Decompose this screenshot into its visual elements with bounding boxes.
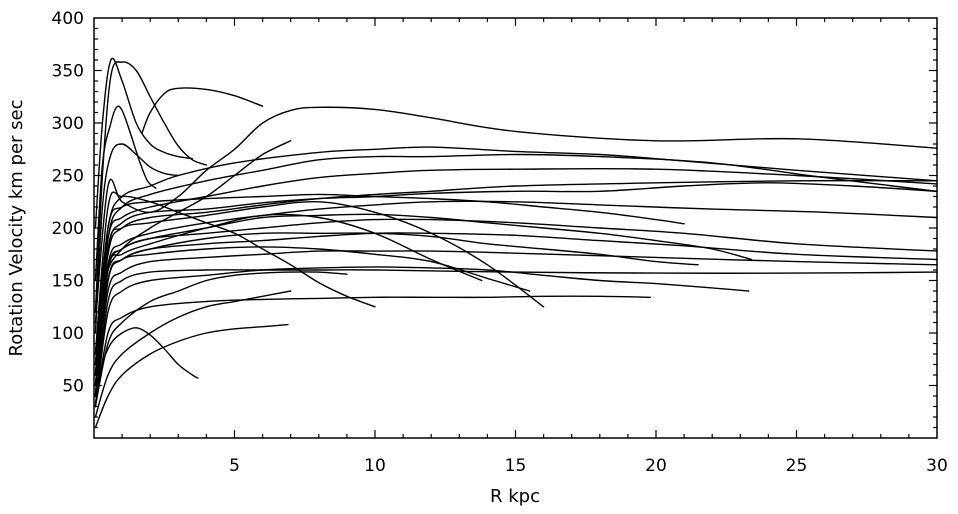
series-lines [94, 57, 938, 429]
x-tick-label: 25 [786, 456, 808, 476]
series-line-13 [94, 232, 938, 397]
series-line-2 [94, 105, 157, 282]
x-axis-title: R kpc [490, 486, 540, 507]
y-tick-label: 50 [62, 377, 84, 397]
x-tick-label: 20 [645, 456, 667, 476]
series-line-23 [94, 191, 376, 355]
series-line-29 [94, 57, 194, 229]
x-tick-label: 30 [926, 456, 948, 476]
y-tick-label: 150 [52, 272, 84, 292]
series-line-3 [141, 87, 264, 135]
series-line-26 [94, 323, 289, 429]
y-tick-label: 100 [52, 324, 84, 344]
y-tick-label: 350 [52, 62, 84, 82]
y-tick-label: 300 [52, 114, 84, 134]
series-line-28 [94, 271, 348, 408]
series-line-14 [94, 250, 938, 397]
x-tick-label: 10 [364, 456, 386, 476]
series-line-30 [94, 143, 179, 334]
x-tick-label: 15 [505, 456, 527, 476]
series-line-8 [94, 167, 938, 366]
series-line-11 [94, 200, 938, 387]
series-line-20 [94, 295, 652, 408]
y-tick-label: 400 [52, 9, 84, 29]
y-axis-title: Rotation Velocity km per sec [6, 100, 27, 357]
series-line-7 [94, 153, 938, 376]
x-tick-labels: 5 10 15 20 25 30 [229, 456, 948, 476]
series-line-16 [94, 193, 685, 366]
x-tick-label: 5 [229, 456, 240, 476]
series-line-10 [94, 182, 938, 376]
series-line-12 [94, 218, 938, 387]
series-line-19 [94, 266, 750, 408]
series-line-21 [94, 200, 545, 397]
series-line-17 [94, 213, 753, 397]
axis-ticks [94, 18, 937, 438]
series-line-27 [94, 290, 292, 418]
y-tick-label: 250 [52, 167, 84, 187]
series-line-15 [94, 269, 938, 408]
series-line-24 [94, 213, 483, 397]
y-tick-labels: 50 100 150 200 250 300 350 400 [52, 9, 84, 397]
y-tick-label: 200 [52, 219, 84, 239]
series-line-4 [94, 106, 938, 324]
